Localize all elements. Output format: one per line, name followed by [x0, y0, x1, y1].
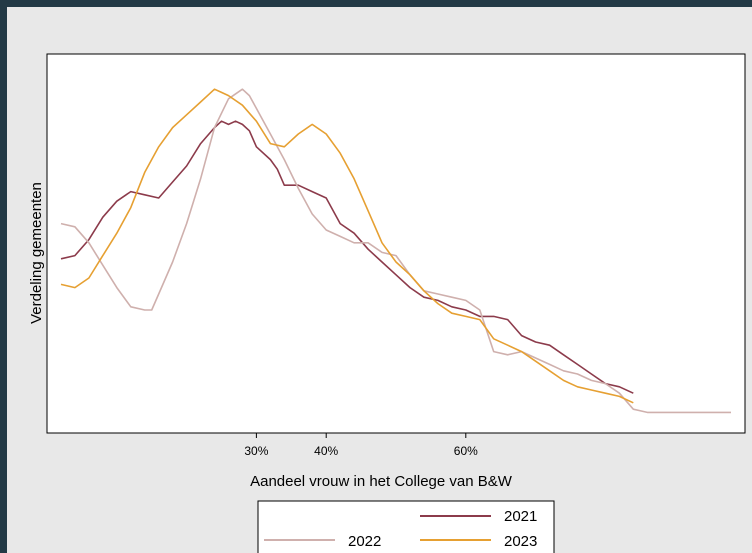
x-axis-title: Aandeel vrouw in het College van B&W — [250, 473, 513, 490]
y-axis-title: Verdeling gemeenten — [28, 182, 45, 324]
legend-label-2022: 2022 — [348, 533, 381, 550]
plot-area — [46, 53, 746, 434]
x-axis-ticks: 30% 40% 60% — [244, 433, 478, 458]
chart-panel: 30% 40% 60% Verdeling gemeenten Aandeel vr… — [7, 7, 752, 553]
x-tick-label: 40% — [314, 444, 338, 458]
legend: 2021 2022 2023 — [257, 500, 555, 553]
series-line-2023 — [60, 88, 634, 404]
line-chart: 30% 40% 60% Verdeling gemeenten Aandeel vr… — [28, 53, 746, 553]
series-line-2022 — [60, 88, 731, 414]
x-tick-label: 60% — [454, 444, 478, 458]
legend-box — [257, 500, 555, 553]
series-line-2021 — [60, 120, 634, 394]
series-lines — [60, 88, 731, 414]
legend-label-2021: 2021 — [504, 508, 537, 525]
x-tick-label: 30% — [244, 444, 268, 458]
legend-label-2023: 2023 — [504, 533, 537, 550]
